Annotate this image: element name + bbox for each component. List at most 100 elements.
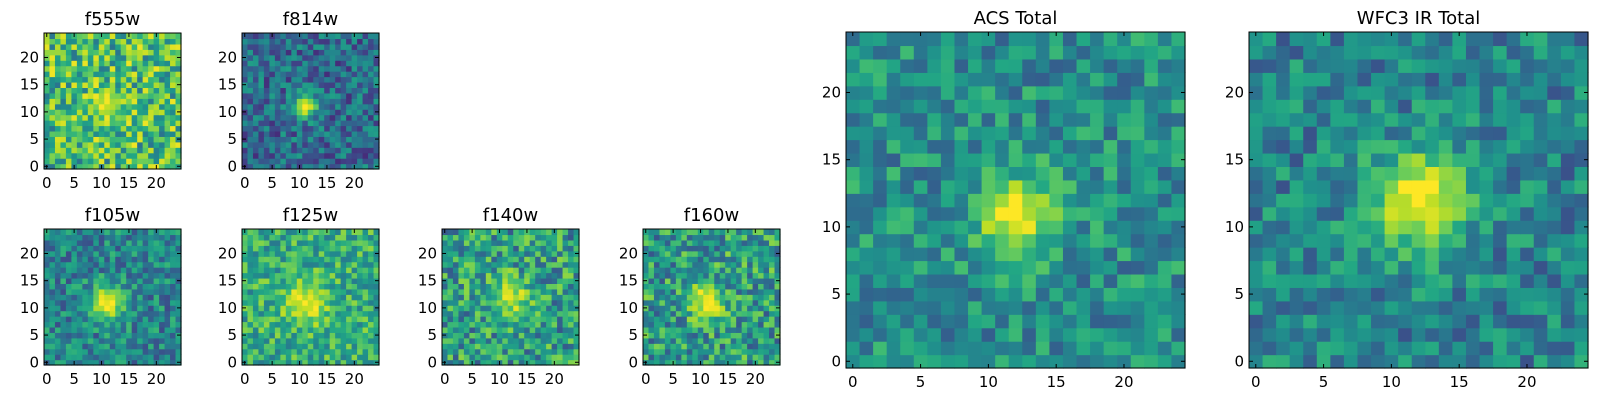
heatmap-cell bbox=[82, 87, 89, 94]
heatmap-cell bbox=[49, 87, 56, 94]
heatmap-cell bbox=[313, 120, 320, 127]
heatmap-cell bbox=[1062, 300, 1078, 315]
heatmap-cell bbox=[307, 114, 314, 121]
heatmap-cell bbox=[104, 283, 111, 290]
heatmap-cell bbox=[485, 343, 492, 350]
heatmap-cell bbox=[109, 49, 116, 56]
heatmap-cell bbox=[87, 256, 94, 263]
heatmap-cell bbox=[93, 130, 100, 137]
heatmap-cell bbox=[307, 76, 314, 83]
heatmap-cell bbox=[54, 288, 62, 295]
heatmap-cell bbox=[60, 256, 67, 263]
heatmap-cell bbox=[540, 261, 547, 268]
heatmap-cell bbox=[1076, 206, 1091, 221]
heatmap-cell bbox=[142, 310, 149, 317]
heatmap-cell bbox=[686, 272, 693, 279]
heatmap-cell bbox=[296, 87, 303, 94]
heatmap-cell bbox=[859, 314, 874, 329]
heatmap-cell bbox=[164, 261, 171, 268]
heatmap-cell bbox=[175, 337, 182, 344]
heatmap-cell bbox=[518, 272, 525, 279]
heatmap-cell bbox=[65, 65, 72, 72]
heatmap-cell bbox=[126, 337, 133, 344]
heatmap-cell bbox=[1262, 314, 1277, 329]
heatmap-cell bbox=[269, 152, 276, 159]
heatmap-cell bbox=[296, 321, 303, 328]
heatmap-cell bbox=[562, 359, 569, 366]
heatmap-cell bbox=[263, 81, 270, 88]
heatmap-cell bbox=[252, 299, 260, 306]
heatmap-cell bbox=[131, 163, 138, 170]
heatmap-cell bbox=[170, 81, 177, 88]
heatmap-cell bbox=[115, 321, 122, 328]
heatmap-cell bbox=[900, 179, 915, 194]
heatmap-cell bbox=[324, 288, 331, 295]
heatmap-cell bbox=[252, 158, 260, 165]
heatmap-cell bbox=[362, 321, 369, 328]
heatmap-cell bbox=[513, 337, 520, 344]
heatmap-cell bbox=[373, 130, 380, 137]
heatmap-cell bbox=[313, 38, 320, 45]
heatmap-cell bbox=[1520, 166, 1535, 181]
heatmap-cell bbox=[954, 233, 969, 248]
heatmap-cell bbox=[242, 65, 249, 72]
heatmap-cell bbox=[98, 120, 105, 127]
heatmap-cell bbox=[480, 316, 487, 323]
heatmap-cell bbox=[247, 152, 254, 159]
heatmap-cell bbox=[307, 87, 314, 94]
heatmap-cell bbox=[153, 337, 160, 344]
heatmap-cell bbox=[900, 300, 915, 315]
heatmap-cell bbox=[648, 261, 655, 268]
heatmap-cell bbox=[280, 60, 287, 67]
heatmap-cell bbox=[159, 321, 166, 328]
heatmap-cell bbox=[763, 261, 770, 268]
heatmap-cell bbox=[242, 299, 249, 306]
heatmap-cell bbox=[714, 294, 721, 301]
heatmap-cell bbox=[247, 343, 254, 350]
heatmap-cell bbox=[940, 32, 956, 47]
heatmap-cell bbox=[346, 60, 353, 67]
heatmap-cell bbox=[263, 310, 270, 317]
heatmap-cell bbox=[480, 256, 487, 263]
heatmap-cell bbox=[340, 326, 347, 333]
heatmap-cell bbox=[686, 321, 693, 328]
heatmap-cell bbox=[346, 354, 353, 361]
heatmap-cell bbox=[900, 220, 915, 235]
heatmap-cell bbox=[551, 299, 558, 306]
heatmap-cell bbox=[940, 327, 956, 342]
heatmap-cell bbox=[109, 109, 116, 116]
heatmap-cell bbox=[247, 65, 254, 72]
heatmap-cell bbox=[302, 76, 309, 83]
heatmap-cell bbox=[346, 256, 353, 263]
heatmap-cell bbox=[681, 359, 688, 366]
heatmap-cell bbox=[529, 310, 536, 317]
heatmap-cell bbox=[1090, 233, 1105, 248]
heatmap-cell bbox=[442, 288, 449, 295]
heatmap-cell bbox=[159, 114, 166, 121]
heatmap-cell bbox=[1262, 247, 1277, 262]
heatmap-cell bbox=[170, 141, 177, 148]
heatmap-cell bbox=[940, 126, 956, 141]
heatmap-cell bbox=[263, 98, 270, 105]
heatmap-cell bbox=[307, 125, 314, 132]
heatmap-cell bbox=[296, 60, 303, 67]
heatmap-cell bbox=[1343, 166, 1359, 181]
heatmap-cell bbox=[1076, 72, 1091, 87]
heatmap-cell bbox=[458, 332, 465, 339]
heatmap-cell bbox=[120, 103, 127, 110]
heatmap-cell bbox=[1316, 354, 1331, 369]
heatmap-cell bbox=[763, 305, 770, 312]
heatmap-cell bbox=[44, 283, 51, 290]
heatmap-cell bbox=[280, 33, 287, 40]
heatmap-cell bbox=[1479, 287, 1494, 302]
heatmap-cell bbox=[82, 125, 89, 132]
heatmap-cell bbox=[1384, 206, 1399, 221]
heatmap-cell bbox=[1343, 220, 1359, 235]
heatmap-cell bbox=[913, 354, 928, 369]
heatmap-cell bbox=[153, 321, 160, 328]
heatmap-cell bbox=[1411, 354, 1426, 369]
heatmap-cell bbox=[763, 277, 770, 284]
heatmap-cell bbox=[741, 316, 748, 323]
heatmap-cell bbox=[873, 260, 888, 275]
heatmap-cell bbox=[697, 305, 704, 312]
